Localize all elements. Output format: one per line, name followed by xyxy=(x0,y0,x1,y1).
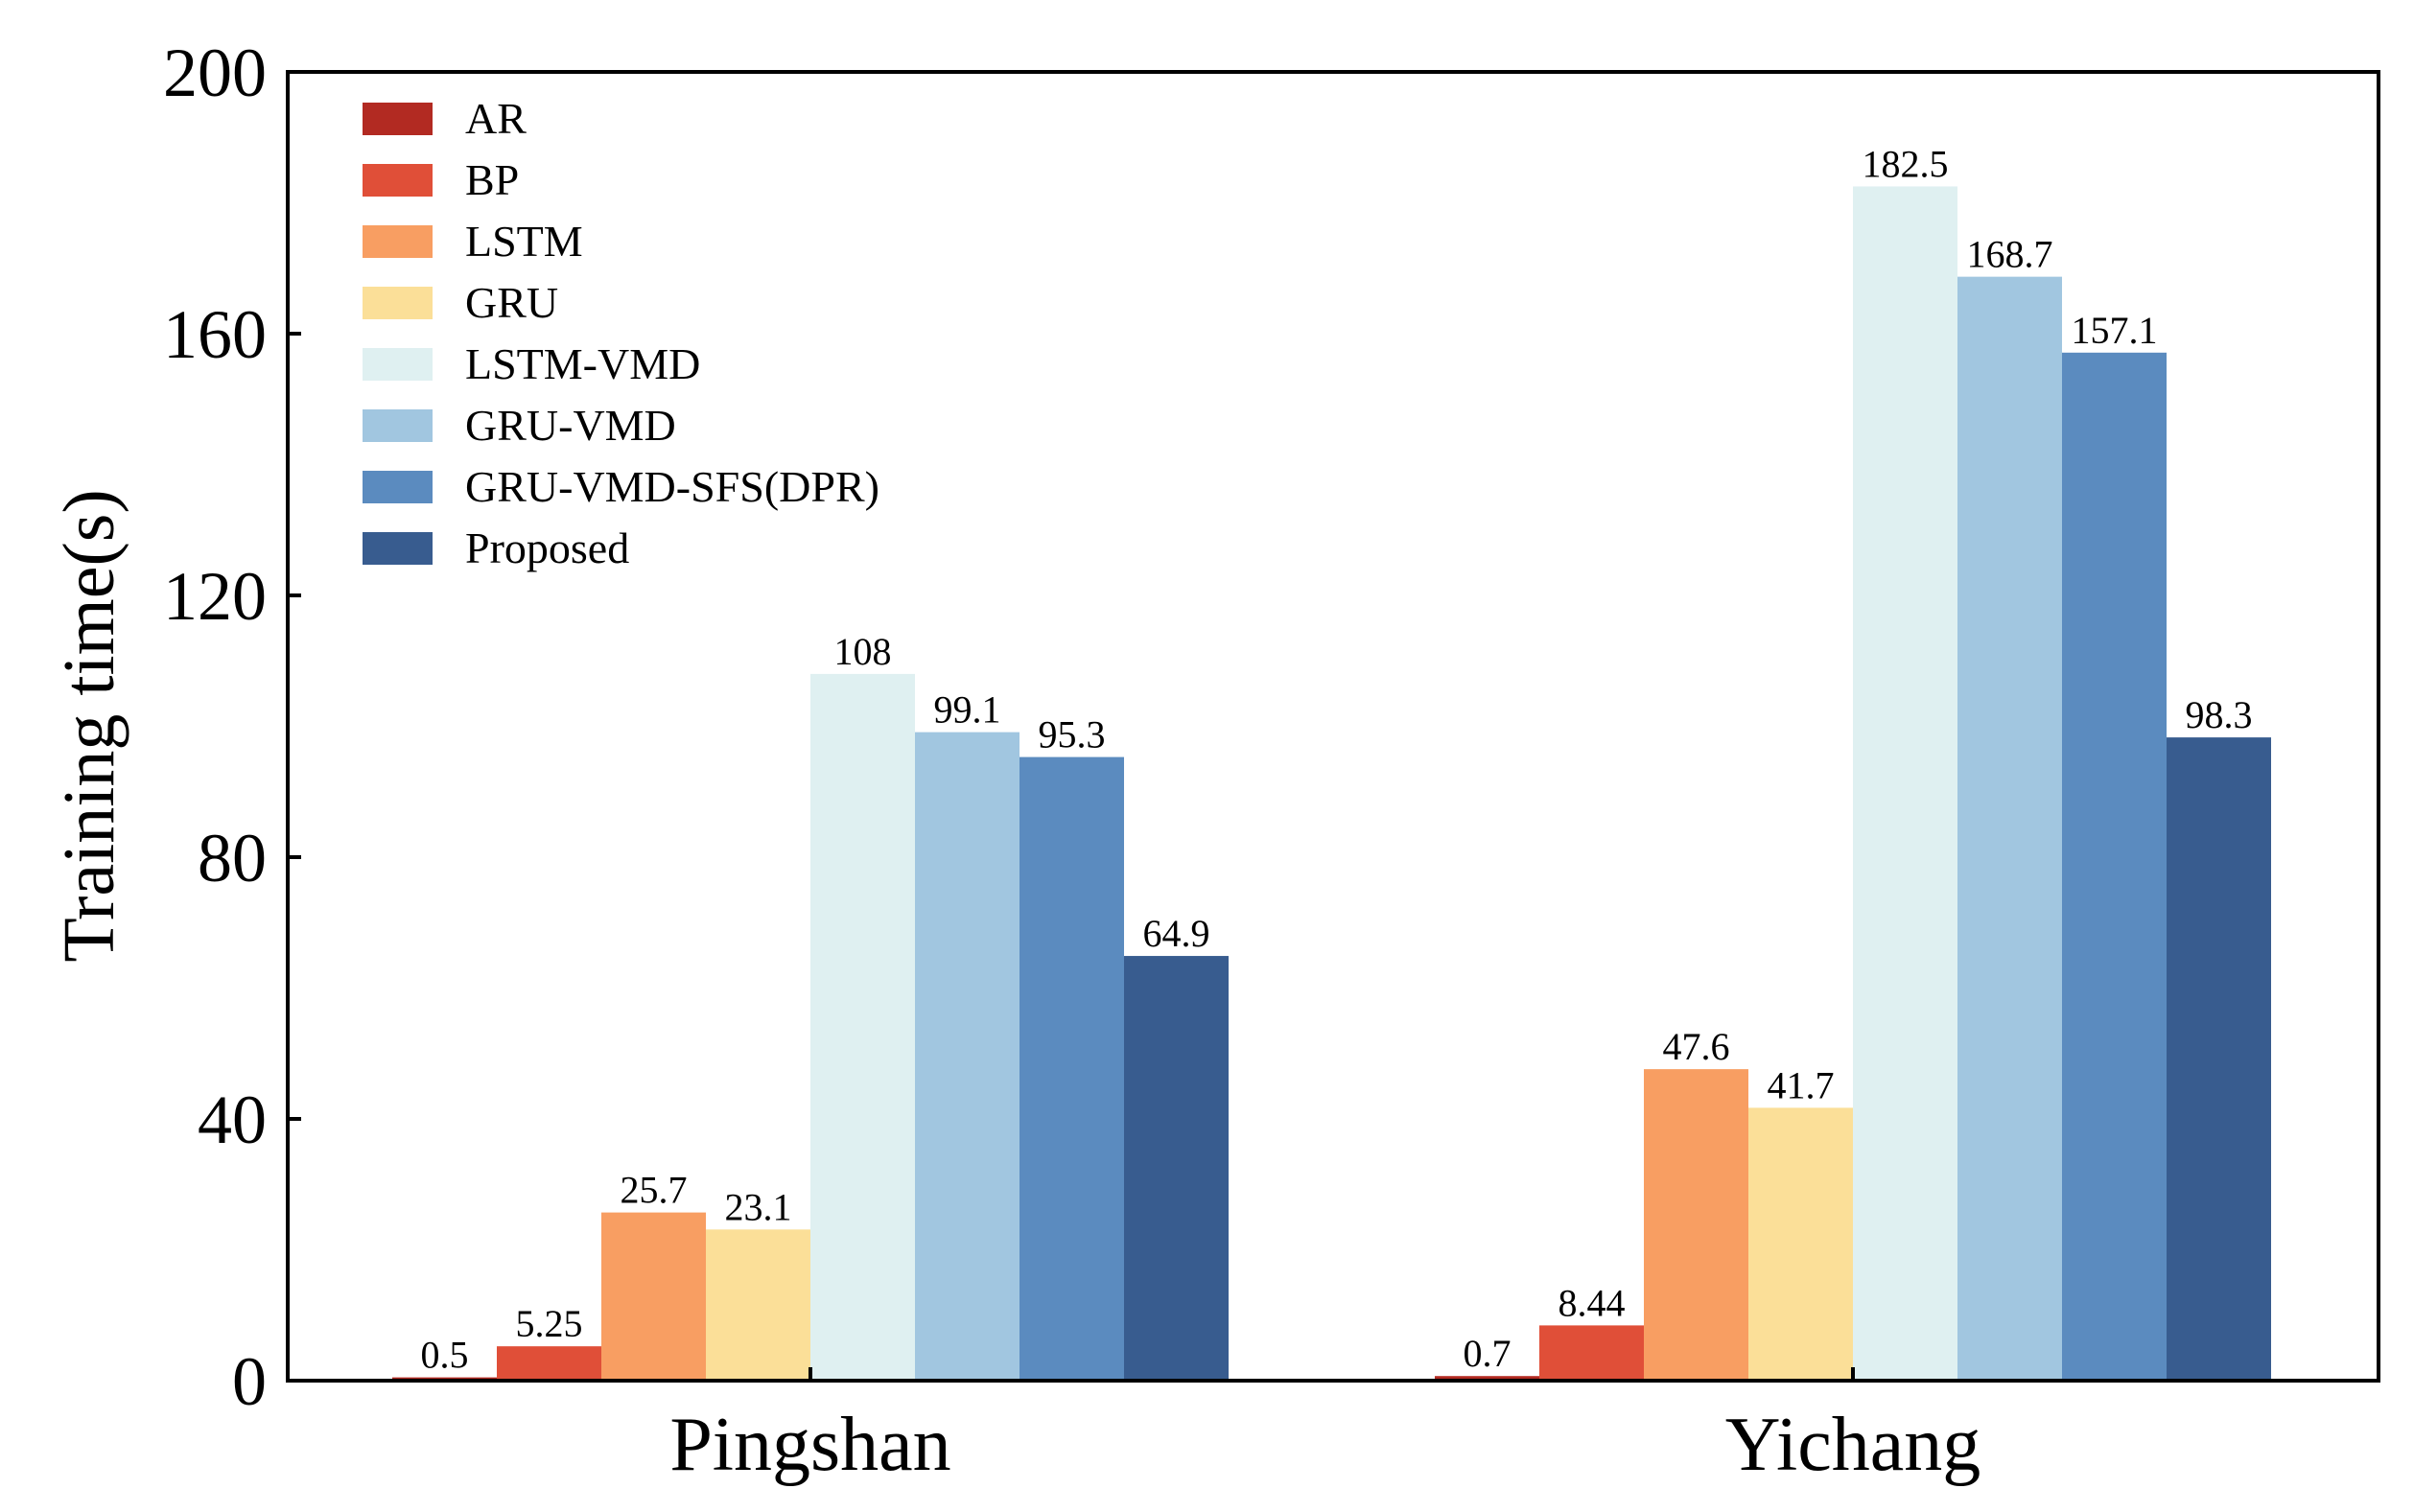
y-tick-label: 40 xyxy=(198,1082,267,1158)
bar-bp-pingshan xyxy=(497,1346,601,1381)
data-label: 47.6 xyxy=(1663,1025,1730,1068)
data-label: 25.7 xyxy=(621,1169,688,1212)
bar-lstm-vmd-pingshan xyxy=(810,673,915,1381)
x-category-label: Yichang xyxy=(1725,1403,1981,1487)
legend-swatch xyxy=(363,532,433,565)
y-tick-label: 160 xyxy=(163,296,267,373)
legend-swatch xyxy=(363,287,433,319)
data-label: 0.5 xyxy=(421,1334,469,1377)
data-label: 23.1 xyxy=(725,1185,792,1228)
legend-swatch xyxy=(363,471,433,503)
bar-gru-vmd-sfs-dpr--pingshan xyxy=(1020,756,1124,1381)
data-label: 98.3 xyxy=(2186,693,2253,736)
bar-lstm-vmd-yichang xyxy=(1853,186,1957,1381)
legend-label: AR xyxy=(465,94,527,143)
y-axis-title: Training time(s) xyxy=(49,489,129,962)
data-label: 8.44 xyxy=(1559,1281,1626,1324)
bar-gru-pingshan xyxy=(706,1229,810,1381)
x-axis-category-labels: Pingshan Yichang xyxy=(669,1367,1980,1487)
legend-swatch xyxy=(363,103,433,135)
legend-label: BP xyxy=(465,155,519,204)
bar-bp-yichang xyxy=(1539,1325,1644,1381)
data-label: 0.7 xyxy=(1464,1332,1512,1375)
legend-swatch xyxy=(363,409,433,442)
bar-proposed-yichang xyxy=(2167,737,2271,1381)
legend: AR BP LSTM GRU LSTM-VMD GRU-VMD GRU-VMD-SFS(DP… xyxy=(363,94,879,572)
legend-swatch xyxy=(363,164,433,197)
data-label: 99.1 xyxy=(934,688,1001,732)
legend-label: GRU xyxy=(465,278,558,327)
y-tick-label: 0 xyxy=(232,1343,267,1420)
x-category-label: Pingshan xyxy=(669,1403,950,1487)
bar-lstm-pingshan xyxy=(601,1212,706,1381)
bar-gru-vmd-pingshan xyxy=(915,732,1020,1381)
bar-gru-yichang xyxy=(1748,1107,1853,1381)
data-label: 182.5 xyxy=(1863,142,1949,185)
bar-proposed-pingshan xyxy=(1124,956,1229,1381)
data-label: 95.3 xyxy=(1039,713,1106,756)
data-label: 41.7 xyxy=(1768,1063,1835,1106)
y-tick-label: 80 xyxy=(198,820,267,896)
y-tick-label: 120 xyxy=(163,558,267,635)
y-tick-label: 200 xyxy=(163,35,267,111)
legend-swatch xyxy=(363,225,433,258)
legend-label: LSTM-VMD xyxy=(465,339,700,388)
legend-label: GRU-VMD xyxy=(465,401,676,450)
bar-ar-yichang xyxy=(1435,1376,1539,1381)
data-label: 168.7 xyxy=(1967,233,2053,276)
bar-lstm-yichang xyxy=(1644,1069,1748,1381)
bars-group xyxy=(392,186,2271,1382)
data-label: 5.25 xyxy=(516,1302,583,1345)
data-labels-group: 0.5 5.25 25.7 23.1 108 99.1 95.3 64.9 0.7 8.44 47.… xyxy=(421,142,2253,1376)
data-label: 108 xyxy=(834,630,892,673)
data-label: 64.9 xyxy=(1143,912,1210,955)
plot-frame xyxy=(286,70,2380,1383)
legend-swatch xyxy=(363,348,433,381)
bar-gru-vmd-sfs-dpr--yichang xyxy=(2062,352,2167,1382)
legend-label: Proposed xyxy=(465,523,629,572)
bar-gru-vmd-yichang xyxy=(1957,276,2062,1381)
legend-label: GRU-VMD-SFS(DPR) xyxy=(465,462,879,511)
y-axis-ticks: 0 40 80 120 160 200 xyxy=(163,35,301,1420)
legend-label: LSTM xyxy=(465,217,583,266)
data-label: 157.1 xyxy=(2072,309,2158,352)
